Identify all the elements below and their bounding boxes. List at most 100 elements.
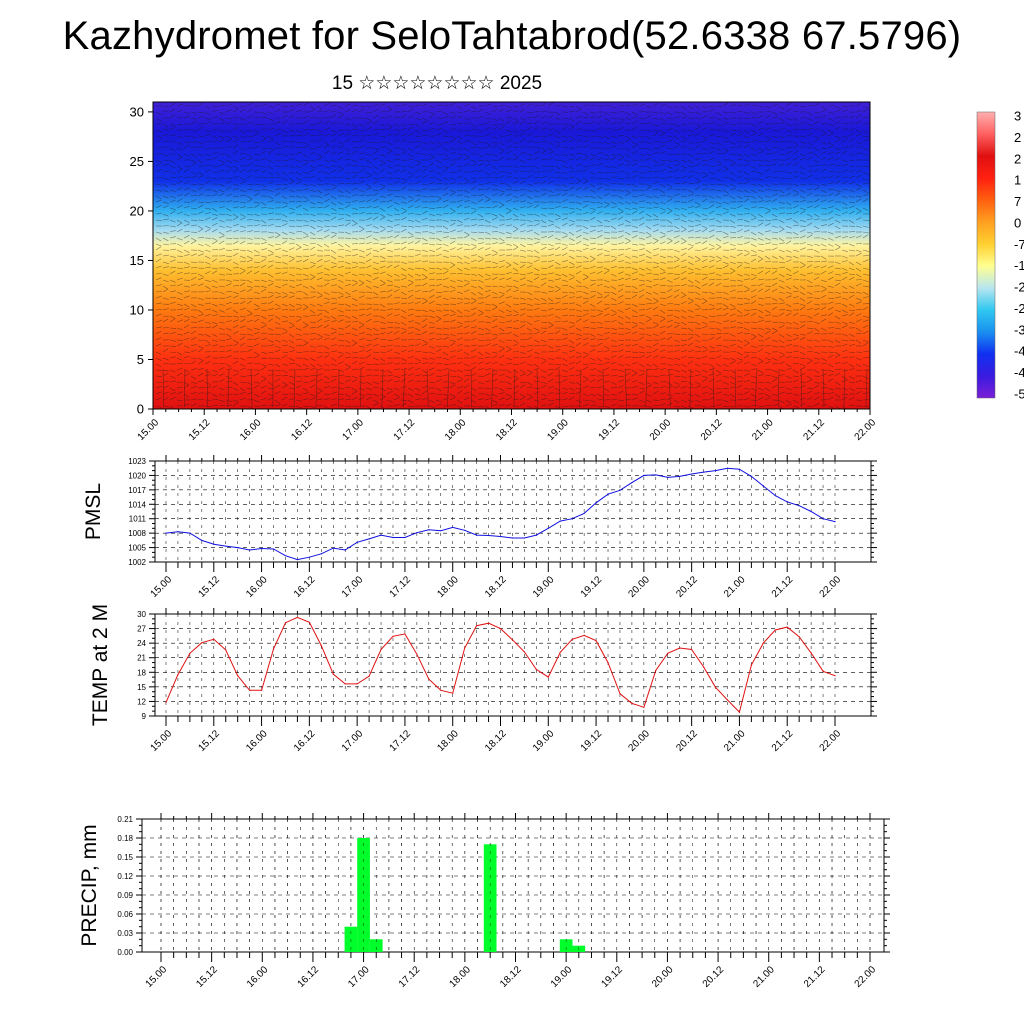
wind-barb xyxy=(673,265,680,269)
wind-barb xyxy=(673,385,680,389)
wind-barb xyxy=(568,266,575,269)
wind-barb xyxy=(190,315,197,319)
wind-barb xyxy=(421,188,428,191)
wind-barb xyxy=(386,159,393,163)
wind-barb xyxy=(778,355,785,359)
wind-barb xyxy=(232,201,240,203)
wind-barb xyxy=(302,306,309,311)
wind-barb xyxy=(848,285,855,289)
wind-barb xyxy=(736,309,743,314)
wind-barb xyxy=(295,146,302,149)
wind-barb xyxy=(603,153,610,157)
wind-barb xyxy=(470,326,477,329)
wind-barb xyxy=(792,189,799,193)
wind-barb xyxy=(512,117,519,122)
wind-barb xyxy=(218,321,225,324)
wind-barb xyxy=(694,385,701,389)
wind-barb xyxy=(470,330,477,335)
wind-barb xyxy=(498,254,505,257)
wind-barb xyxy=(792,350,799,353)
wind-barb xyxy=(484,368,491,371)
wind-barb xyxy=(855,261,862,266)
wind-barb xyxy=(260,170,267,173)
wind-barb xyxy=(302,153,309,158)
wind-barb xyxy=(771,302,778,305)
wind-barb xyxy=(267,249,274,253)
wind-barb xyxy=(155,237,162,242)
wind-barb xyxy=(225,213,232,217)
wind-barb xyxy=(554,261,561,266)
wind-barb xyxy=(785,295,792,299)
wind-barb xyxy=(393,116,400,119)
wind-barb xyxy=(855,308,862,311)
wind-barb xyxy=(218,327,225,331)
wind-barb xyxy=(827,145,834,149)
wind-barb xyxy=(540,115,547,119)
wind-barb xyxy=(197,175,204,179)
wind-barb xyxy=(295,213,302,216)
wind-barb xyxy=(603,237,611,239)
wind-barb xyxy=(701,135,708,139)
wind-barb xyxy=(624,315,631,320)
wind-barb xyxy=(407,241,414,245)
wind-barb xyxy=(365,313,372,317)
wind-barb xyxy=(680,176,687,179)
wind-barb xyxy=(372,216,379,221)
wind-barb xyxy=(456,105,463,110)
wind-barb xyxy=(232,252,239,257)
wind-barb xyxy=(379,309,387,311)
wind-barb xyxy=(190,253,197,257)
wind-barb xyxy=(456,111,463,114)
wind-barb xyxy=(561,252,568,257)
wind-barb xyxy=(736,252,743,257)
wind-barb xyxy=(862,182,869,185)
wind-barb xyxy=(687,315,694,319)
wind-barb xyxy=(841,271,848,275)
wind-barb xyxy=(680,270,687,275)
wind-barb xyxy=(379,279,386,284)
wind-barb xyxy=(785,259,792,263)
wind-barb xyxy=(575,261,583,263)
wind-barb xyxy=(757,278,764,281)
wind-barb xyxy=(750,393,757,398)
wind-barb xyxy=(176,219,183,224)
wind-barb xyxy=(358,180,365,185)
wind-barb xyxy=(526,372,533,377)
wind-barb xyxy=(778,361,785,365)
wind-barb xyxy=(589,386,596,389)
wind-barb xyxy=(176,237,183,241)
wind-barb xyxy=(204,355,211,359)
wind-barb xyxy=(337,224,344,227)
wind-barb xyxy=(757,339,764,342)
wind-barb xyxy=(323,363,330,367)
wind-barb xyxy=(197,345,204,349)
wind-barb xyxy=(414,387,421,391)
wind-barb xyxy=(169,195,176,199)
wind-barb xyxy=(309,151,316,155)
wind-barb xyxy=(638,254,645,257)
wind-barb xyxy=(232,261,239,265)
wind-barb xyxy=(330,234,337,239)
wind-barb xyxy=(778,225,785,230)
wind-barb xyxy=(162,369,169,372)
wind-barb xyxy=(260,138,267,143)
wind-barb xyxy=(204,255,211,259)
wind-barb xyxy=(246,135,254,137)
wind-barb xyxy=(407,366,414,371)
wind-barb xyxy=(484,380,491,383)
wind-barb xyxy=(862,193,869,197)
wind-barb xyxy=(463,248,470,251)
wind-barb xyxy=(386,362,393,365)
wind-barb xyxy=(246,157,253,161)
wind-barb xyxy=(407,267,414,271)
wind-barb xyxy=(449,247,456,251)
wind-barb xyxy=(169,369,176,373)
wind-barb xyxy=(610,309,617,313)
wind-barb xyxy=(659,291,666,294)
wind-barb xyxy=(477,302,484,305)
wind-barb xyxy=(547,332,554,335)
wind-barb xyxy=(701,115,708,119)
wind-barb xyxy=(743,103,750,107)
wind-barb xyxy=(400,201,407,204)
wind-barb xyxy=(267,181,274,185)
